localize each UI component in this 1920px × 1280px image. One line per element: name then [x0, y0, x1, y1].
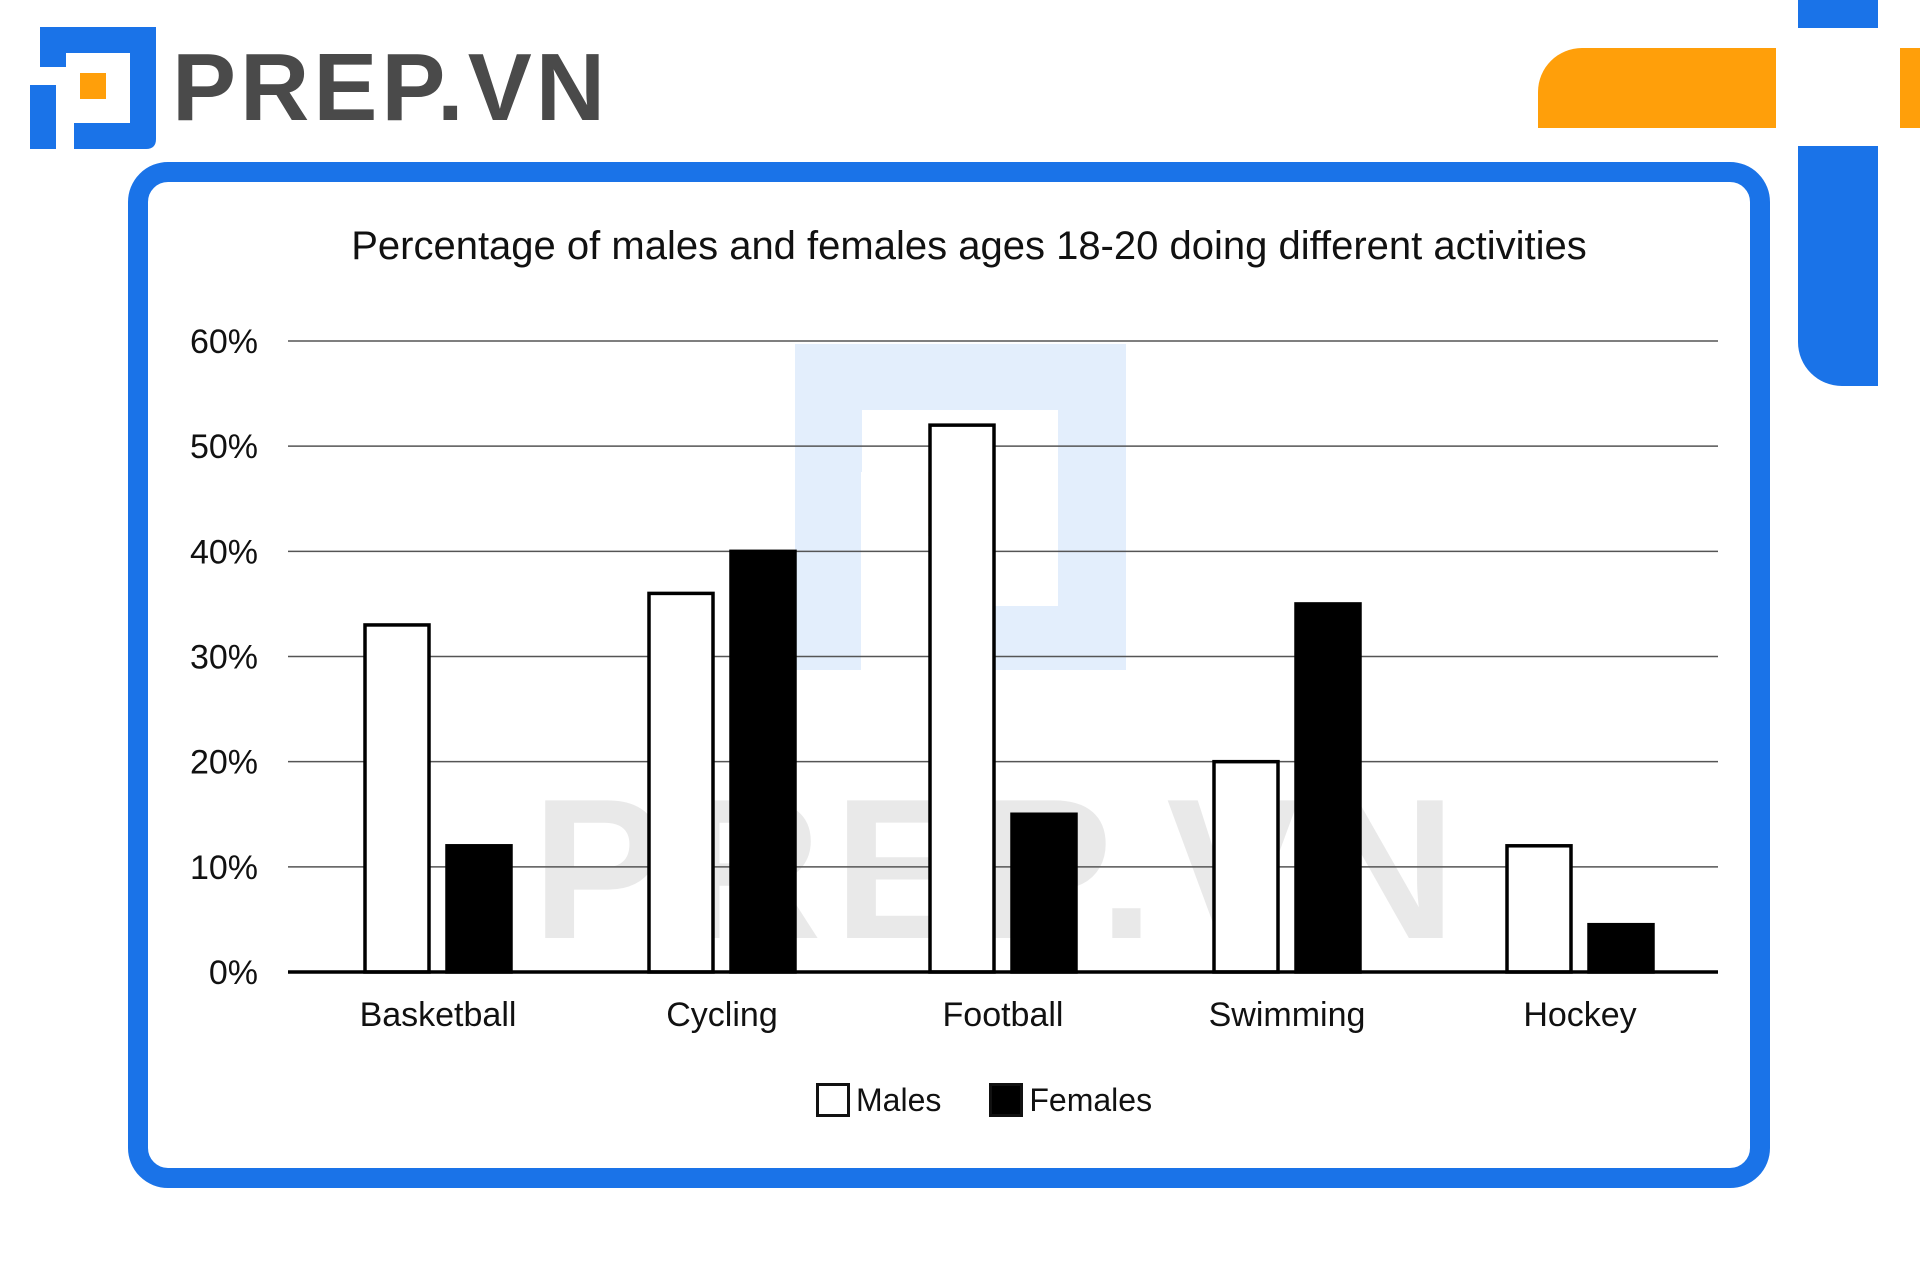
watermark-logo-icon — [795, 344, 1126, 670]
bar-females-cycling — [729, 549, 797, 974]
decor-blue-bar-top — [1798, 0, 1878, 28]
x-tick-label: Hockey — [1523, 996, 1636, 1034]
x-tick-label: Basketball — [360, 996, 517, 1034]
legend-label-females: Females — [1029, 1081, 1153, 1118]
legend-swatch-females — [989, 1083, 1024, 1117]
y-tick-label: 50% — [190, 428, 258, 466]
brand-name: PREP.VN — [172, 34, 610, 141]
y-tick-label: 20% — [190, 744, 258, 782]
decor-orange-bar-2 — [1900, 48, 1920, 128]
y-tick-label: 0% — [209, 954, 258, 992]
y-tick-label: 10% — [190, 849, 258, 887]
y-tick-label: 40% — [190, 533, 258, 571]
watermark-logo-stem — [795, 472, 861, 670]
legend-swatch-males — [816, 1083, 850, 1117]
bar-males-basketball — [363, 623, 431, 974]
x-tick-label: Cycling — [666, 996, 777, 1034]
bar-males-cycling — [647, 591, 715, 974]
legend-item-males: Males — [816, 1082, 941, 1119]
x-tick-label: Football — [943, 996, 1064, 1034]
bar-males-football — [928, 423, 996, 974]
chart-legend: Males Females — [816, 1080, 1200, 1120]
decor-blue-bar-side — [1798, 146, 1878, 386]
y-tick-label: 60% — [190, 323, 258, 361]
legend-item-females: Females — [989, 1082, 1152, 1119]
brand-logo-icon — [30, 27, 156, 149]
chart-title: Percentage of males and females ages 18-… — [351, 224, 1587, 268]
bar-males-hockey — [1505, 844, 1573, 974]
bar-females-basketball — [445, 844, 513, 974]
x-tick-label: Swimming — [1209, 996, 1366, 1034]
legend-label-males: Males — [856, 1081, 942, 1118]
bar-females-swimming — [1294, 602, 1362, 974]
bar-females-football — [1010, 812, 1078, 974]
y-tick-label: 30% — [190, 639, 258, 677]
bar-females-hockey — [1587, 922, 1655, 974]
bar-males-swimming — [1212, 759, 1280, 974]
decor-orange-bar — [1538, 48, 1776, 128]
